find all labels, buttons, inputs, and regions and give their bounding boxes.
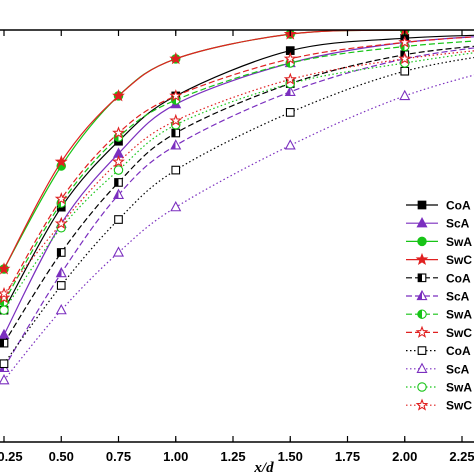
data-point xyxy=(114,178,123,187)
legend-marker xyxy=(417,200,427,210)
data-point xyxy=(399,89,411,101)
legend-marker xyxy=(415,325,429,338)
data-point xyxy=(0,328,10,340)
data-point xyxy=(285,108,295,117)
series-swc-dotted xyxy=(0,50,474,300)
series-line xyxy=(3,52,474,311)
x-tick-label: 1.25 xyxy=(220,449,245,464)
legend-item: ScA xyxy=(406,362,470,376)
data-point xyxy=(112,246,125,257)
data-point xyxy=(398,35,412,48)
data-point xyxy=(171,128,181,138)
series-line xyxy=(3,45,474,344)
legend-label: ScA xyxy=(446,217,470,231)
legend-marker xyxy=(416,217,428,228)
data-point xyxy=(0,374,10,385)
x-tick-label: 1.75 xyxy=(335,449,360,464)
legend-marker xyxy=(417,346,427,355)
data-point xyxy=(0,286,11,300)
data-point xyxy=(0,359,9,369)
legend-label: SwC xyxy=(446,399,472,413)
legend-item: SwC xyxy=(406,398,472,413)
data-point xyxy=(0,305,9,315)
x-tick-label: 2.00 xyxy=(392,449,417,464)
data-point xyxy=(283,72,297,85)
series-line xyxy=(3,40,474,303)
data-point xyxy=(112,126,125,139)
data-point xyxy=(398,51,412,65)
legend-item: SwA xyxy=(406,308,472,322)
data-point xyxy=(284,139,296,150)
series-sca-dotted xyxy=(0,74,474,385)
data-point xyxy=(113,165,124,175)
legend-item: SwC xyxy=(406,252,472,267)
axes: 0.25 0.50 0.75 1.00 1.25 1.50 1.75 2.00 2.25 xyxy=(0,29,474,464)
legend-marker xyxy=(417,273,427,283)
data-point xyxy=(112,155,125,168)
legend-marker xyxy=(415,252,429,266)
data-point xyxy=(54,192,68,205)
data-point xyxy=(55,266,67,278)
series-line xyxy=(3,50,474,295)
legend-label: CoA xyxy=(446,344,471,358)
series-layer xyxy=(0,30,474,385)
legend-marker xyxy=(416,362,428,373)
legend-item: ScA xyxy=(406,290,470,304)
data-point xyxy=(0,262,11,275)
x-tick-label: 1.50 xyxy=(278,449,303,464)
legend-marker xyxy=(417,236,427,247)
legend-item: SwA xyxy=(406,381,472,395)
series-coa-dotted xyxy=(0,56,474,369)
data-point xyxy=(54,216,68,230)
data-point xyxy=(169,51,183,65)
legend-label: ScA xyxy=(446,362,470,376)
legend-item: ScA xyxy=(406,217,470,231)
x-axis-title: x/d xyxy=(253,460,274,474)
legend-label: CoA xyxy=(446,271,471,285)
x-tick-label: 2.25 xyxy=(449,449,474,464)
legend-label: SwA xyxy=(446,235,472,249)
x-tick-label: 0.75 xyxy=(106,449,131,464)
x-tick-label: 0.25 xyxy=(0,449,23,464)
legend-item: CoA xyxy=(406,271,471,285)
legend-label: CoA xyxy=(446,199,471,213)
legend-label: ScA xyxy=(446,290,470,304)
data-point xyxy=(114,215,123,224)
data-point xyxy=(112,89,125,102)
legend-marker xyxy=(416,289,428,301)
legend-marker xyxy=(417,382,427,392)
legend-label: SwC xyxy=(446,326,472,340)
data-point xyxy=(283,51,297,65)
data-point xyxy=(0,291,11,304)
data-point xyxy=(170,200,182,212)
legend-item: SwA xyxy=(406,235,472,249)
data-point xyxy=(112,188,125,199)
data-point xyxy=(170,139,182,150)
data-point xyxy=(284,85,296,96)
series-swc-dashed xyxy=(0,35,474,304)
legend-label: SwA xyxy=(446,308,472,322)
data-point xyxy=(171,165,181,175)
legend-item: SwC xyxy=(406,325,472,340)
x-tick-label: 0.50 xyxy=(49,449,74,464)
series-line xyxy=(3,74,474,381)
legend: CoA ScA SwA SwC CoA ScA SwA SwC CoA ScA SwA SwC xyxy=(406,199,472,413)
series-sca-dashed xyxy=(0,47,474,372)
data-point xyxy=(0,338,9,348)
legend-label: SwA xyxy=(446,381,472,395)
legend-marker xyxy=(415,398,429,411)
data-point xyxy=(56,248,66,257)
data-point xyxy=(56,281,66,290)
legend-item: CoA xyxy=(406,199,471,213)
data-point xyxy=(169,89,183,102)
legend-label: SwC xyxy=(446,253,472,267)
x-tick-label: 1.00 xyxy=(163,449,188,464)
legend-item: CoA xyxy=(406,344,471,358)
data-point xyxy=(55,303,67,315)
data-point xyxy=(400,66,410,76)
data-point xyxy=(169,113,183,127)
data-point xyxy=(54,154,68,168)
legend-marker xyxy=(417,309,427,319)
